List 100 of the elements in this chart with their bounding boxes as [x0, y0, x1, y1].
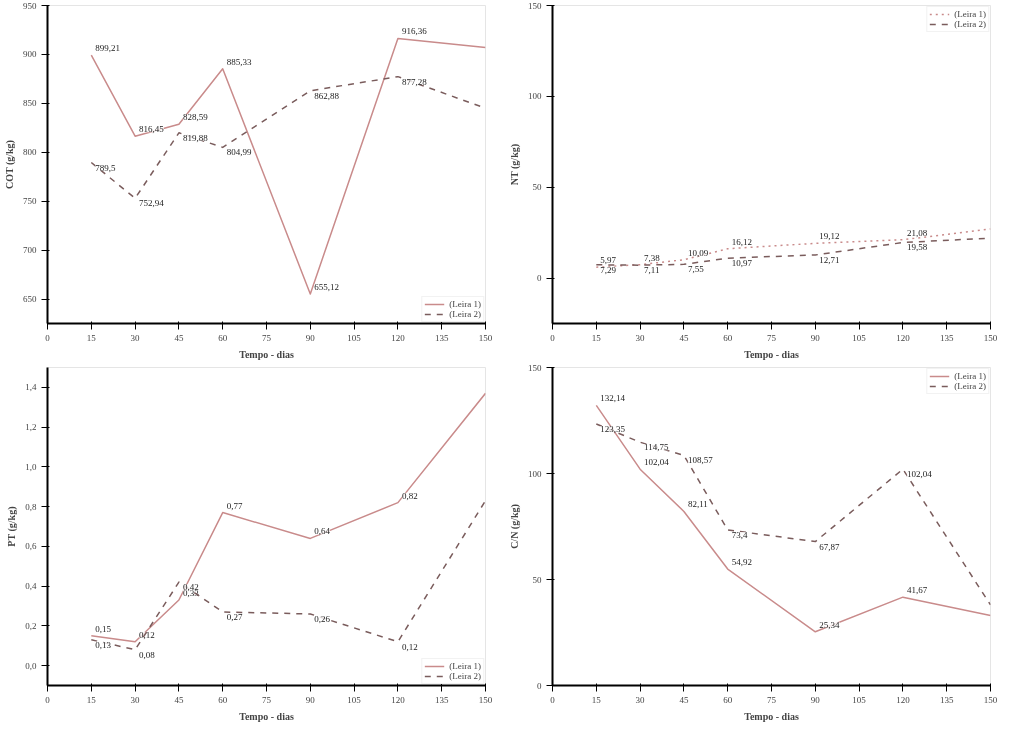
x-tick-label: 135: [939, 332, 954, 343]
x-axis-title: Tempo - dias: [744, 348, 799, 360]
y-tick-label: 650: [23, 294, 37, 305]
y-tick-label: 900: [23, 49, 37, 60]
x-tick-label: 0: [550, 694, 556, 705]
data-label: 0,12: [401, 641, 418, 652]
y-tick-label: 950: [23, 0, 37, 11]
data-label: 114,75: [644, 442, 670, 453]
y-tick-label: 0,0: [25, 660, 37, 671]
y-tick-label: 0,2: [25, 620, 37, 631]
x-tick-label: 150: [478, 332, 493, 343]
y-tick-label: 700: [23, 245, 37, 256]
x-tick-label: 120: [896, 694, 911, 705]
x-tick-label: 30: [635, 694, 646, 705]
y-tick-label: 850: [23, 98, 37, 109]
legend-label: (Leira 1): [954, 9, 986, 19]
x-tick-label: 90: [810, 332, 821, 343]
data-label: 0,82: [401, 490, 418, 501]
y-tick-label: 750: [23, 196, 37, 207]
data-label: 102,04: [644, 457, 670, 468]
y-tick-label: 100: [528, 91, 542, 102]
x-tick-label: 150: [983, 694, 998, 705]
legend-label: (Leira 2): [954, 19, 986, 29]
data-label: 804,99: [226, 147, 252, 158]
x-tick-label: 60: [723, 332, 733, 343]
data-label: 0,12: [139, 629, 155, 640]
y-tick-label: 0,8: [25, 501, 37, 512]
data-label: 7,38: [644, 252, 661, 263]
x-tick-label: 15: [86, 694, 97, 705]
x-tick-label: 75: [262, 694, 272, 705]
x-tick-label: 60: [723, 694, 733, 705]
x-tick-label: 0: [550, 332, 556, 343]
data-label: 12,71: [819, 254, 840, 265]
data-label: 73,4: [731, 529, 748, 540]
x-tick-label: 150: [983, 332, 998, 343]
x-tick-label: 30: [130, 332, 141, 343]
x-tick-label: 75: [262, 332, 272, 343]
data-label: 0,64: [314, 526, 331, 537]
x-tick-label: 45: [679, 694, 689, 705]
legend-label: (Leira 2): [449, 671, 481, 681]
data-label: 19,12: [819, 231, 840, 242]
x-tick-label: 60: [218, 694, 228, 705]
y-tick-label: 0: [537, 273, 542, 284]
x-tick-label: 150: [478, 694, 493, 705]
data-label: 7,55: [687, 264, 705, 275]
x-tick-label: 135: [939, 694, 954, 705]
data-label: 7,29: [600, 264, 617, 275]
data-label: 67,87: [819, 541, 841, 552]
x-tick-label: 15: [86, 332, 97, 343]
x-tick-label: 45: [679, 332, 689, 343]
data-label: 102,04: [906, 469, 933, 480]
y-tick-label: 800: [23, 147, 37, 158]
data-label: 5,97: [600, 255, 617, 266]
data-label: 0,08: [139, 649, 156, 660]
data-label: 10,09: [687, 247, 709, 258]
data-label: 108,57: [687, 455, 714, 466]
x-tick-label: 0: [45, 332, 51, 343]
x-tick-label: 75: [767, 332, 777, 343]
y-axis-title: NT (g/kg): [509, 143, 521, 186]
data-label: 123,35: [600, 424, 626, 434]
x-tick-label: 75: [767, 694, 777, 705]
y-tick-label: 150: [528, 362, 542, 373]
legend-label: (Leira 1): [449, 661, 481, 671]
data-label: 10,97: [731, 258, 753, 269]
x-tick-label: 120: [391, 332, 406, 343]
y-tick-label: 50: [532, 574, 542, 585]
x-tick-label: 0: [45, 694, 51, 705]
x-tick-label: 90: [810, 694, 821, 705]
data-label: 789,5: [95, 162, 117, 173]
data-label: 0,13: [95, 639, 112, 650]
data-label: 82,11: [687, 499, 708, 510]
x-tick-label: 45: [174, 332, 184, 343]
legend-label: (Leira 2): [954, 381, 986, 391]
x-tick-label: 90: [305, 694, 316, 705]
x-tick-label: 120: [896, 332, 911, 343]
data-label: 828,59: [182, 112, 209, 123]
x-tick-label: 120: [391, 694, 406, 705]
data-label: 877,28: [401, 76, 428, 87]
data-label: 819,88: [182, 132, 209, 143]
y-axis-title: COT (g/kg): [4, 140, 16, 190]
x-tick-label: 30: [130, 694, 141, 705]
data-label: 885,33: [226, 56, 252, 67]
x-tick-label: 15: [591, 332, 602, 343]
data-label: 19,58: [906, 242, 928, 253]
data-label: 0,77: [226, 500, 243, 511]
x-tick-label: 60: [218, 332, 228, 343]
data-label: 916,36: [401, 26, 428, 37]
x-axis-title: Tempo - dias: [239, 348, 294, 360]
y-tick-label: 0,4: [25, 581, 37, 592]
x-tick-label: 30: [635, 332, 646, 343]
data-label: 25,34: [819, 619, 841, 630]
data-label: 0,26: [314, 613, 331, 624]
x-tick-label: 90: [305, 332, 316, 343]
y-axis-title: PT (g/kg): [6, 506, 19, 547]
x-tick-label: 105: [852, 694, 867, 705]
y-tick-label: 1,2: [25, 422, 37, 433]
y-tick-label: 0,6: [25, 541, 37, 552]
data-label: 816,45: [139, 124, 165, 135]
legend-label: (Leira 2): [449, 309, 481, 319]
x-tick-label: 105: [347, 332, 362, 343]
